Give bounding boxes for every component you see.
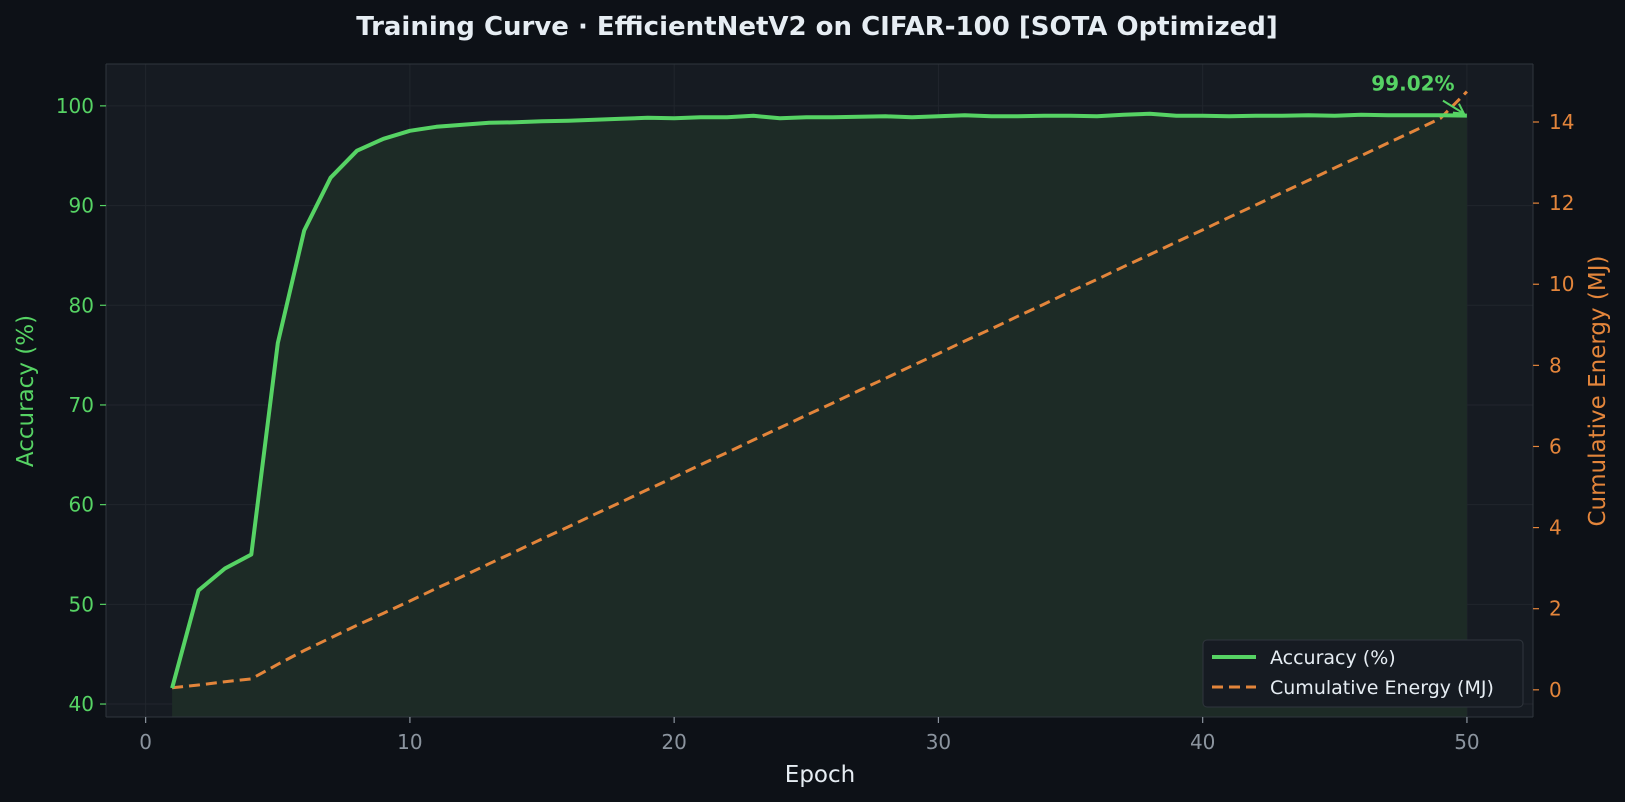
x-tick-label: 30 — [926, 730, 951, 754]
x-tick-label: 10 — [397, 730, 422, 754]
x-tick-label: 40 — [1190, 730, 1215, 754]
y-axis-label: Accuracy (%) — [13, 315, 39, 467]
legend: Accuracy (%) Cumulative Energy (MJ) — [1202, 639, 1524, 708]
legend-box — [1202, 639, 1524, 708]
y-tick-label: 40 — [69, 692, 94, 716]
y-tick-label: 70 — [69, 393, 94, 417]
y-axis-ticks: 40 50 60 70 80 90 100 — [56, 94, 106, 716]
accuracy-area-fill — [172, 113, 1467, 718]
y2-axis-label: Cumulative Energy (MJ) — [1585, 256, 1611, 527]
y2-tick-label: 10 — [1549, 272, 1574, 296]
y2-tick-label: 8 — [1549, 353, 1562, 377]
x-tick-label: 50 — [1454, 730, 1479, 754]
x-tick-label: 20 — [661, 730, 686, 754]
x-axis-label: Epoch — [785, 762, 855, 788]
y-tick-label: 60 — [69, 493, 94, 517]
y-tick-label: 80 — [69, 293, 94, 317]
y2-tick-label: 4 — [1549, 516, 1562, 540]
annotation-arrow — [1442, 99, 1466, 115]
y2-tick-label: 14 — [1549, 110, 1574, 134]
y-tick-label: 100 — [56, 94, 94, 118]
final-accuracy-label: 99.02% — [1371, 72, 1454, 96]
accuracy-series-line — [170, 111, 1467, 689]
y2-tick-label: 12 — [1549, 191, 1574, 215]
final-accuracy-annotation: 99.02% — [1371, 72, 1466, 115]
chart-title: Training Curve · EfficientNetV2 on CIFAR… — [356, 12, 1278, 42]
y2-tick-label: 0 — [1549, 678, 1562, 702]
y2-axis-ticks: 0 2 4 6 8 10 12 14 — [1533, 110, 1574, 702]
y2-tick-label: 2 — [1549, 597, 1562, 621]
x-axis-ticks: 0 10 20 30 40 50 — [139, 717, 1480, 754]
y2-tick-label: 6 — [1549, 434, 1562, 458]
legend-accuracy-label: Accuracy (%) — [1270, 647, 1396, 669]
x-tick-label: 0 — [139, 730, 152, 754]
y-tick-label: 90 — [69, 194, 94, 218]
legend-energy-label: Cumulative Energy (MJ) — [1270, 677, 1494, 699]
y-tick-label: 50 — [69, 592, 94, 616]
